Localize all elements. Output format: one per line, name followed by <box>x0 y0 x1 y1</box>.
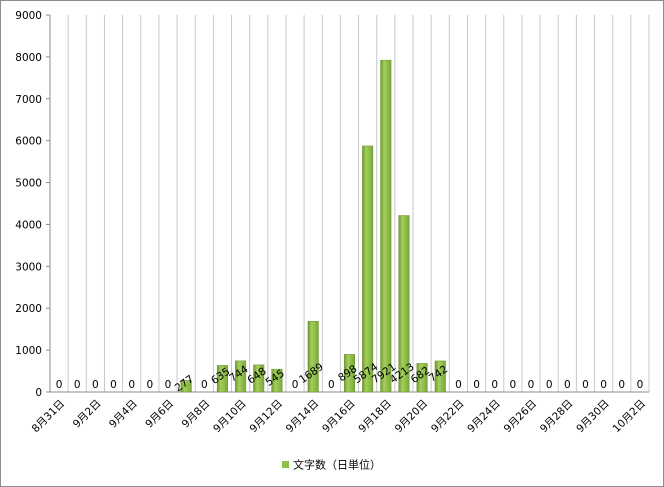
bar <box>271 368 283 393</box>
data-label: 0 <box>56 379 63 391</box>
x-tick-label: 9月26日 <box>502 398 540 436</box>
bar <box>398 215 410 393</box>
data-label: 0 <box>564 379 571 391</box>
x-tick-label: 9月2日 <box>71 398 104 431</box>
bar <box>343 354 356 393</box>
x-tick-labels: 8月31日 9月2日 9月4日 9月6日 9月8日9月10日9月12日9月14日9月16… <box>30 398 648 436</box>
data-label: 0 <box>328 379 335 391</box>
x-tick-label: 9月20日 <box>393 398 431 436</box>
y-tick-label: 9000 <box>15 10 42 22</box>
data-label: 0 <box>128 379 135 391</box>
x-tick-label: 9月30日 <box>574 398 612 436</box>
data-label: 0 <box>637 379 644 391</box>
y-tick-label: 1000 <box>15 345 42 357</box>
bar <box>253 364 265 393</box>
legend-label: 文字数（日単位） <box>293 458 381 472</box>
x-tick-label: 9月16日 <box>320 398 358 436</box>
y-tick-labels: 0 1000 2000 3000 4000 5000 6000 7000 8000 9000 <box>15 10 42 399</box>
data-label: 0 <box>582 379 589 391</box>
y-tick-label: 2000 <box>15 303 42 315</box>
bar <box>362 145 374 393</box>
data-label: 0 <box>528 379 535 391</box>
data-label: 0 <box>74 379 81 391</box>
bar <box>434 360 446 393</box>
x-tick-label: 9月12日 <box>248 398 286 436</box>
x-tick-label: 9月14日 <box>284 398 322 436</box>
bar <box>235 360 247 393</box>
gridlines <box>67 15 650 392</box>
x-tick-label: 9月22日 <box>429 398 467 436</box>
data-label: 0 <box>510 379 517 391</box>
bar <box>416 363 428 393</box>
y-tick-label: 4000 <box>15 219 42 231</box>
data-label: 0 <box>92 379 99 391</box>
legend-swatch <box>282 461 289 468</box>
bar <box>216 365 228 393</box>
x-tick-label: 9月28日 <box>538 398 576 436</box>
x-tick-label: 9月18日 <box>356 398 394 436</box>
data-label: 0 <box>146 379 153 391</box>
x-tick-label: 8月31日 <box>30 398 68 436</box>
bar <box>307 320 319 393</box>
data-label: 0 <box>292 379 299 391</box>
x-tick-label: 9月10日 <box>211 398 249 436</box>
x-tick-label: 9月4日 <box>107 398 140 431</box>
data-label: 0 <box>165 379 172 391</box>
legend: 文字数（日単位） <box>282 458 381 472</box>
y-tick-label: 8000 <box>15 52 42 64</box>
data-label: 0 <box>546 379 553 391</box>
x-tick-label: 9月8日 <box>180 398 213 431</box>
data-label: 0 <box>201 379 208 391</box>
data-label: 0 <box>473 379 480 391</box>
y-tick-label: 5000 <box>15 178 42 190</box>
y-tick-label: 3000 <box>15 261 42 273</box>
data-label: 0 <box>600 379 607 391</box>
y-tick-label: 7000 <box>15 94 42 106</box>
y-tick-label: 0 <box>35 387 42 399</box>
data-label: 0 <box>618 379 625 391</box>
y-tick-label: 6000 <box>15 136 42 148</box>
bar <box>380 59 392 393</box>
data-label: 0 <box>455 379 462 391</box>
x-tick-label: 9月6日 <box>143 398 176 431</box>
data-label: 0 <box>110 379 117 391</box>
bars <box>180 59 446 393</box>
bar <box>180 380 192 393</box>
data-label: 0 <box>491 379 498 391</box>
x-tick-label: 10月2日 <box>611 398 649 436</box>
x-tick-label: 9月24日 <box>465 398 503 436</box>
